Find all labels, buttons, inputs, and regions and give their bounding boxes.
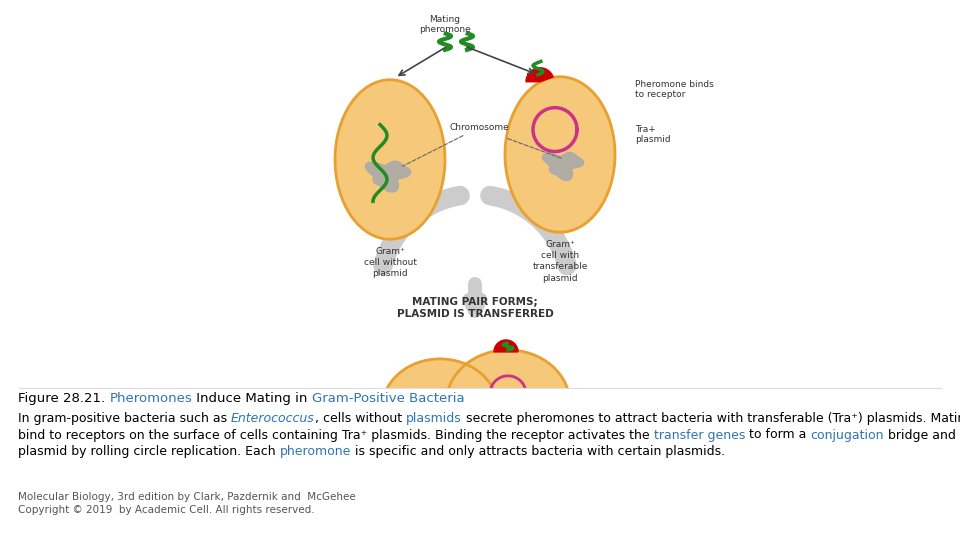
Text: plasmids: plasmids bbox=[406, 412, 462, 425]
Text: , cells without: , cells without bbox=[315, 412, 406, 425]
Text: Gram⁺
cell without
plasmid: Gram⁺ cell without plasmid bbox=[364, 247, 417, 279]
Text: Enterococcus: Enterococcus bbox=[231, 412, 315, 425]
Text: conjugation: conjugation bbox=[810, 429, 884, 442]
Ellipse shape bbox=[505, 77, 615, 232]
Ellipse shape bbox=[335, 80, 445, 239]
Text: transfer genes: transfer genes bbox=[654, 429, 745, 442]
Text: to form a: to form a bbox=[745, 429, 810, 442]
Text: secrete pheromones to attract bacteria with transferable (Tra⁺) plasmids. Mating: secrete pheromones to attract bacteria w… bbox=[462, 412, 960, 425]
Text: bridge and transfer the: bridge and transfer the bbox=[884, 429, 960, 442]
Polygon shape bbox=[414, 403, 450, 428]
Text: plasmid by rolling circle replication. Each: plasmid by rolling circle replication. E… bbox=[18, 445, 279, 458]
Polygon shape bbox=[497, 398, 535, 423]
Text: Pheromone binds
to receptor: Pheromone binds to receptor bbox=[635, 80, 713, 99]
Text: Chromosome: Chromosome bbox=[402, 123, 510, 166]
Text: Pheromones: Pheromones bbox=[109, 392, 192, 405]
Text: Gram-Positive Bacteria: Gram-Positive Bacteria bbox=[312, 392, 465, 405]
Ellipse shape bbox=[446, 350, 570, 457]
Text: Figure 28.21.: Figure 28.21. bbox=[18, 392, 109, 405]
Text: bind to receptors on the surface of cells containing Tra⁺ plasmids. Binding the : bind to receptors on the surface of cell… bbox=[18, 429, 654, 442]
Text: Mating
pheromone: Mating pheromone bbox=[420, 15, 470, 35]
Text: Tra+
plasmid: Tra+ plasmid bbox=[635, 125, 671, 144]
Text: Gram⁺
cell with
transferable
plasmid: Gram⁺ cell with transferable plasmid bbox=[532, 240, 588, 282]
Text: Induce Mating in: Induce Mating in bbox=[192, 392, 312, 405]
Text: MATING PAIR FORMS;
PLASMID IS TRANSFERRED: MATING PAIR FORMS; PLASMID IS TRANSFERRE… bbox=[396, 297, 553, 319]
Polygon shape bbox=[365, 161, 411, 192]
Polygon shape bbox=[542, 152, 584, 180]
Text: pheromone: pheromone bbox=[279, 445, 351, 458]
Text: Copyright © 2019  by Academic Cell. All rights reserved.: Copyright © 2019 by Academic Cell. All r… bbox=[18, 505, 315, 515]
Text: Molecular Biology, 3rd edition by Clark, Pazdernik and  McGehee: Molecular Biology, 3rd edition by Clark,… bbox=[18, 492, 356, 502]
Wedge shape bbox=[494, 340, 518, 352]
Text: In gram-positive bacteria such as: In gram-positive bacteria such as bbox=[18, 412, 231, 425]
Text: is specific and only attracts bacteria with certain plasmids.: is specific and only attracts bacteria w… bbox=[351, 445, 725, 458]
Wedge shape bbox=[526, 68, 553, 82]
Ellipse shape bbox=[382, 359, 498, 458]
